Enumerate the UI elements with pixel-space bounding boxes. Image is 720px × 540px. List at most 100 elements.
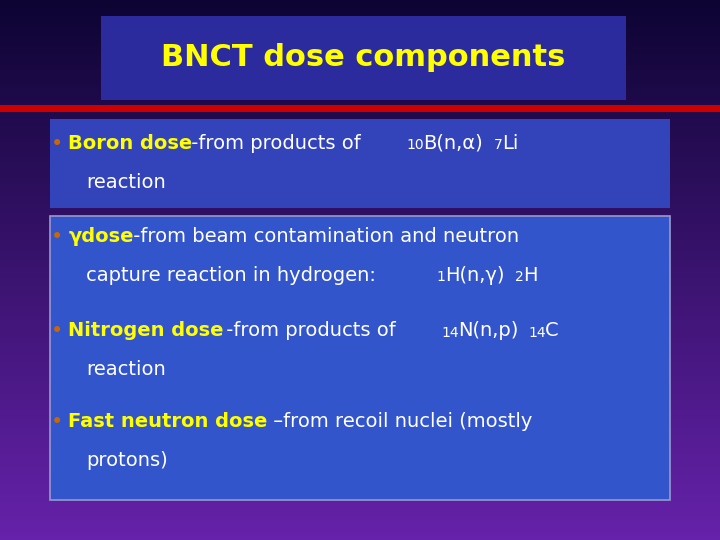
Bar [0, 373, 720, 375]
Bar [0, 529, 720, 532]
Bar [0, 410, 720, 413]
Bar [0, 54, 720, 57]
Bar [0, 518, 720, 521]
Text: •: • [50, 412, 63, 432]
Bar [0, 143, 720, 146]
Text: Nitrogen dose: Nitrogen dose [68, 321, 224, 340]
Bar [0, 94, 720, 97]
Bar [0, 432, 720, 435]
Bar [0, 392, 720, 394]
Bar [0, 197, 720, 200]
Bar [0, 367, 720, 370]
Bar [0, 138, 720, 140]
Bar [0, 151, 720, 154]
Bar [0, 281, 720, 284]
Bar [0, 532, 720, 535]
Bar [0, 300, 720, 302]
Bar [0, 192, 720, 194]
Bar [0, 451, 720, 454]
Bar [0, 259, 720, 262]
Bar [0, 240, 720, 243]
Bar [0, 478, 720, 481]
Bar [0, 176, 720, 178]
Bar [0, 73, 720, 76]
Bar [0, 524, 720, 526]
Text: Boron dose: Boron dose [68, 134, 193, 153]
Bar [0, 5, 720, 8]
Text: 7: 7 [493, 138, 502, 152]
Bar [0, 516, 720, 518]
Bar [0, 489, 720, 491]
Bar [0, 416, 720, 418]
Bar [0, 338, 720, 340]
Bar [0, 24, 720, 27]
Bar [0, 472, 720, 475]
Bar [0, 459, 720, 462]
Bar [0, 243, 720, 246]
Bar [0, 146, 720, 148]
Bar [0, 14, 720, 16]
Bar [0, 505, 720, 508]
Text: 10: 10 [407, 138, 424, 152]
Bar [0, 224, 720, 227]
Text: 1: 1 [436, 270, 445, 284]
Bar [0, 362, 720, 364]
Bar [0, 270, 720, 273]
Text: capture reaction in hydrogen:: capture reaction in hydrogen: [86, 266, 382, 285]
Bar [0, 238, 720, 240]
Bar [0, 124, 720, 127]
Bar [0, 81, 720, 84]
Bar [0, 265, 720, 267]
Bar [0, 22, 720, 24]
Bar [0, 535, 720, 537]
Text: •: • [50, 227, 63, 247]
Bar [0, 494, 720, 497]
Bar [0, 8, 720, 11]
Text: Li: Li [502, 134, 518, 153]
Bar [0, 230, 720, 232]
Bar [0, 491, 720, 494]
Bar [0, 148, 720, 151]
Bar [0, 302, 720, 305]
Bar [0, 205, 720, 208]
Text: –from recoil nuclei (mostly: –from recoil nuclei (mostly [266, 412, 532, 431]
Bar [0, 111, 720, 113]
Bar [0, 475, 720, 478]
Bar [0, 375, 720, 378]
Text: γdose: γdose [68, 227, 134, 246]
Bar [0, 437, 720, 440]
Bar [0, 105, 720, 108]
Bar [0, 132, 720, 135]
Text: Fast neutron dose: Fast neutron dose [68, 412, 268, 431]
Bar [0, 189, 720, 192]
Text: •: • [50, 321, 63, 341]
Text: H: H [523, 266, 538, 285]
Bar [0, 316, 720, 319]
Bar [0, 329, 720, 332]
Bar [0, 59, 720, 62]
FancyBboxPatch shape [101, 16, 626, 100]
Bar [0, 378, 720, 381]
Bar [0, 19, 720, 22]
Bar [0, 173, 720, 176]
Bar [0, 310, 720, 313]
Bar [0, 462, 720, 464]
Bar [0, 140, 720, 143]
Bar [0, 208, 720, 211]
Bar [0, 386, 720, 389]
Bar [0, 467, 720, 470]
Bar [0, 402, 720, 405]
Bar [0, 324, 720, 327]
Bar [0, 200, 720, 202]
Text: C: C [545, 321, 559, 340]
Bar [0, 211, 720, 213]
Bar [0, 502, 720, 505]
Bar [0, 513, 720, 516]
Bar [0, 510, 720, 513]
Text: reaction: reaction [86, 173, 166, 192]
Bar [0, 278, 720, 281]
Bar [0, 103, 720, 105]
Bar [0, 267, 720, 270]
Bar [0, 381, 720, 383]
Bar [0, 305, 720, 308]
